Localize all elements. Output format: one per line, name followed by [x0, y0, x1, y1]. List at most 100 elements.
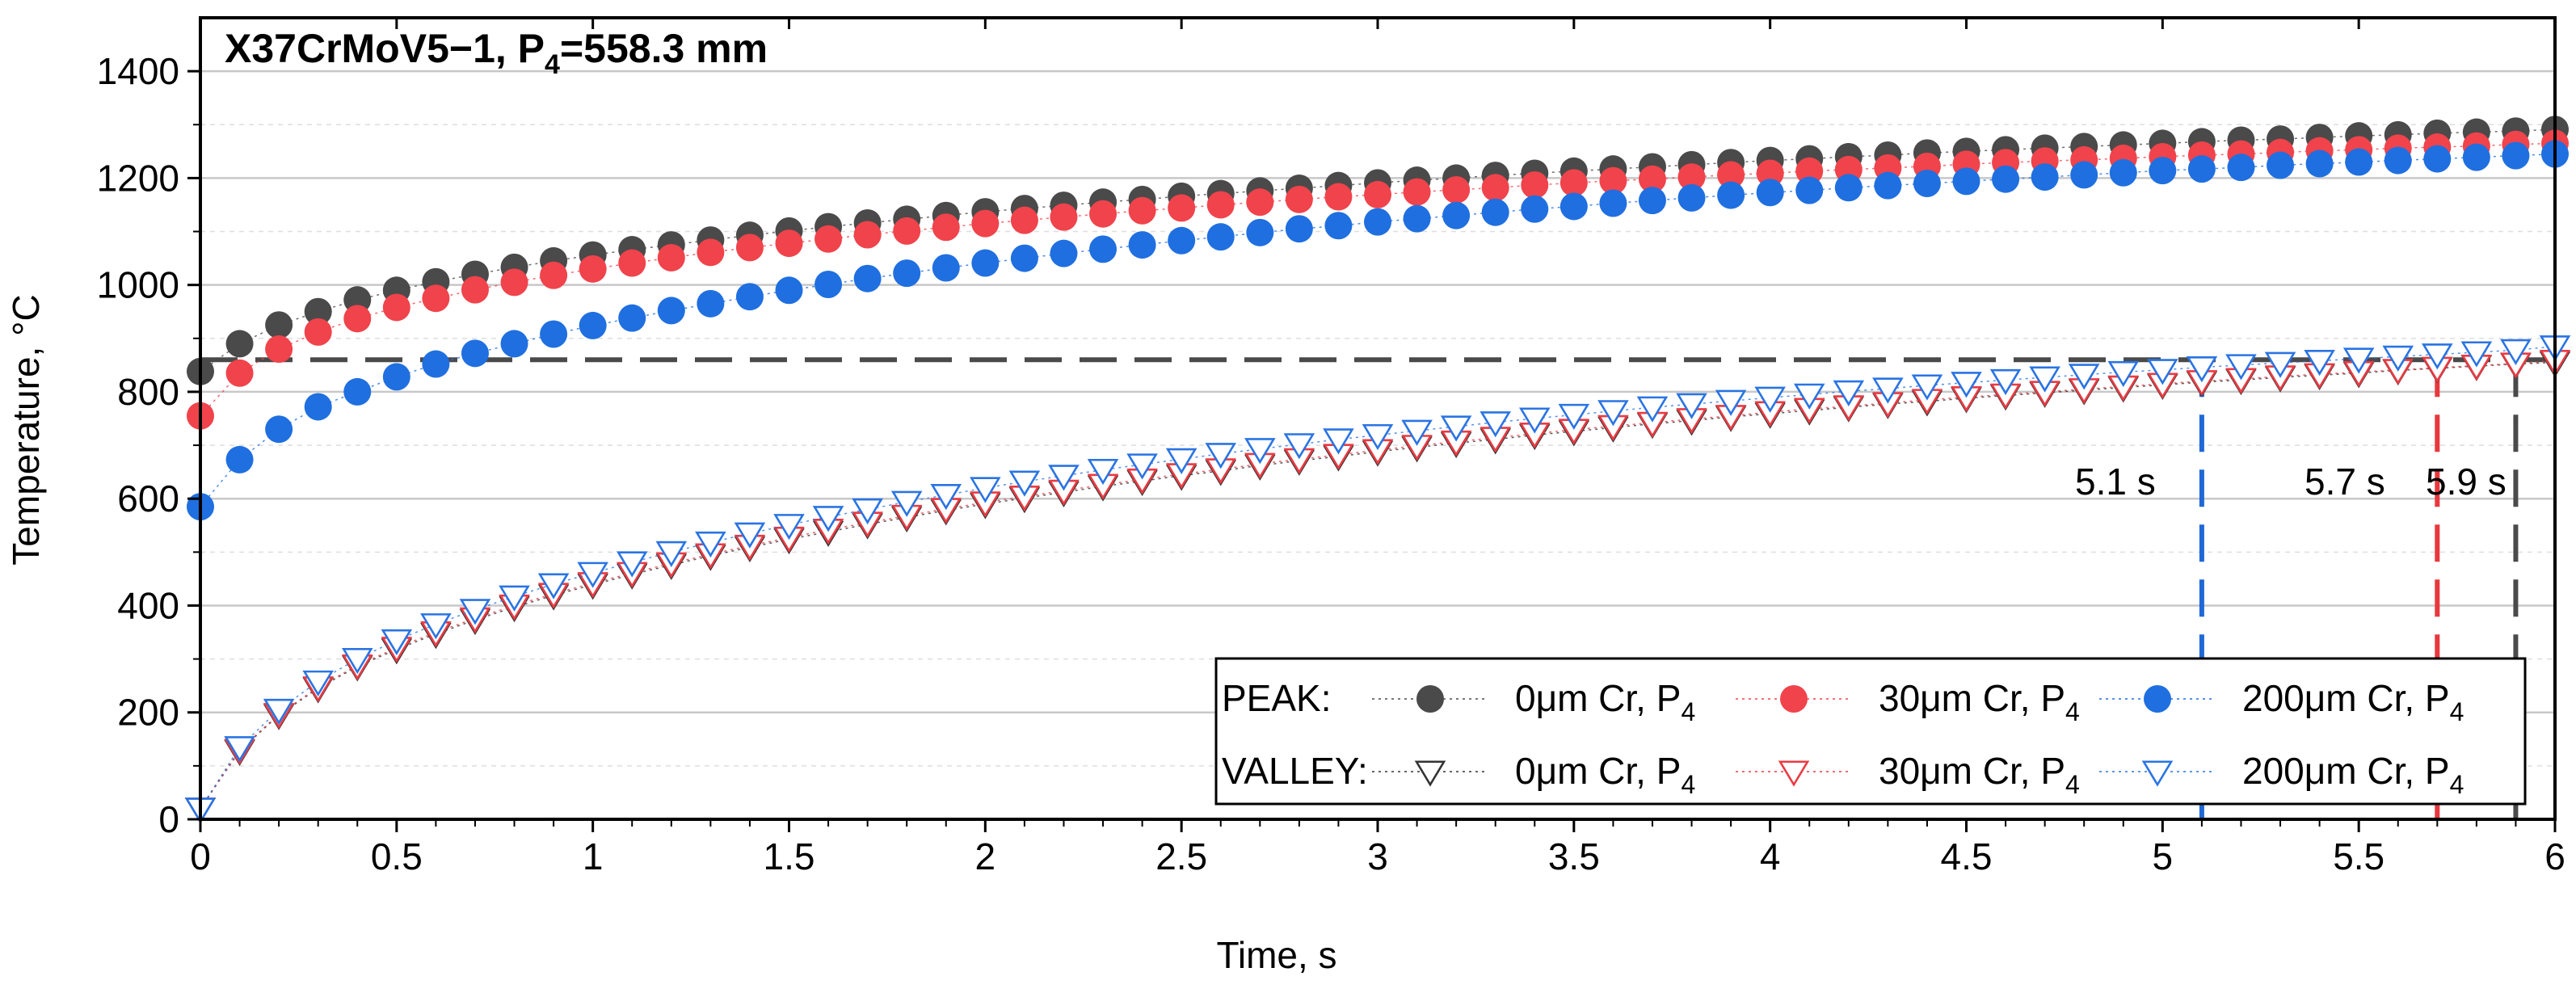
- data-point-s1-p1: [225, 359, 254, 387]
- y-tick-label-5: 1000: [97, 264, 179, 306]
- legend-valley-200um-label: 200μm Cr, P4: [2242, 750, 2464, 799]
- legend-markers: [1372, 685, 2216, 787]
- data-point-s5-p16: [812, 506, 844, 532]
- data-point-s2-p34: [1521, 195, 1549, 223]
- data-point-s2-p38: [1677, 183, 1706, 212]
- data-point-s5-p12: [655, 541, 688, 568]
- data-point-s5-p32: [1440, 415, 1472, 442]
- data-point-s5-p17: [852, 498, 883, 525]
- data-point-s5-p40: [1754, 386, 1786, 413]
- data-point-s5-p57: [2422, 343, 2453, 370]
- x-tick-label-6: 3: [1367, 835, 1388, 877]
- data-point-s5-p33: [1480, 411, 1511, 438]
- data-point-s2-p25: [1168, 226, 1196, 255]
- x-tick-label-11: 5.5: [2333, 835, 2384, 877]
- data-point-s5-p3: [302, 670, 334, 697]
- data-point-s1-p12: [657, 243, 685, 271]
- axes-layer: 0 0.5 1 1.5 2 2.5 3 3.5 4 4.5 5 5.5 6 0 200 400 600 800 10…: [97, 18, 2565, 877]
- data-point-s2-p27: [1246, 218, 1274, 246]
- data-point-s1-p37: [1638, 165, 1666, 193]
- legend-peak-200um-label: 200μm Cr, P4: [2242, 677, 2464, 726]
- data-point-s2-p33: [1481, 198, 1509, 226]
- x-tick-label-1: 0.5: [371, 835, 423, 877]
- data-point-s1-p27: [1246, 188, 1274, 217]
- series-1: [187, 129, 2569, 430]
- data-point-s5-p37: [1636, 396, 1669, 423]
- data-point-s2-p14: [735, 283, 764, 311]
- legend-peak-30um-label: 30μm Cr, P4: [1879, 677, 2080, 726]
- data-point-s1-p20: [971, 209, 1000, 238]
- data-point-s1-p11: [618, 249, 646, 277]
- data-point-s2-p36: [1599, 189, 1627, 217]
- data-point-s1-p18: [893, 217, 921, 245]
- data-point-s5-p53: [2264, 351, 2296, 378]
- data-point-s5-p50: [2147, 359, 2178, 385]
- data-point-s5-p23: [1087, 458, 1119, 486]
- data-point-s5-p31: [1401, 419, 1433, 446]
- data-point-s1-p17: [853, 221, 882, 249]
- data-point-s2-p3: [304, 393, 332, 421]
- data-point-s2-p42: [1834, 174, 1863, 202]
- legend-marker-0: [1416, 685, 1444, 713]
- data-point-s2-p4: [343, 377, 372, 406]
- data-point-s2-p15: [775, 276, 803, 305]
- data-point-s1-p4: [343, 305, 372, 333]
- annotation-label-5-9s: 5.9 s: [2426, 461, 2507, 503]
- data-point-s2-p13: [697, 289, 725, 318]
- data-point-s0-p2: [265, 311, 293, 339]
- data-point-s5-p38: [1676, 393, 1707, 419]
- data-point-s5-p10: [577, 562, 608, 588]
- legend-marker-5: [2141, 760, 2174, 787]
- data-point-s2-p39: [1717, 181, 1745, 209]
- legend-peak-label: PEAK:: [1222, 677, 1332, 719]
- data-point-s5-p54: [2304, 350, 2335, 377]
- data-point-s1-p39: [1717, 161, 1745, 189]
- data-point-s2-p21: [1010, 244, 1038, 272]
- y-tick-label-7: 1400: [97, 50, 179, 92]
- data-point-s0-p3: [304, 297, 332, 326]
- series-layer: [184, 116, 2571, 824]
- data-point-s2-p5: [382, 363, 410, 391]
- x-tick-label-8: 4: [1760, 835, 1781, 877]
- y-tick-label-4: 800: [117, 371, 179, 413]
- data-point-s2-p17: [853, 264, 882, 292]
- data-point-s2-p57: [2423, 145, 2452, 173]
- data-point-s5-p28: [1283, 433, 1315, 460]
- data-point-s1-p3: [304, 318, 332, 346]
- data-point-s1-p22: [1050, 203, 1078, 231]
- data-point-s1-p36: [1599, 166, 1627, 195]
- data-point-s5-p24: [1126, 453, 1158, 480]
- data-point-s2-p50: [2149, 157, 2177, 185]
- x-tick-label-3: 1.5: [764, 835, 815, 877]
- data-point-s1-p13: [697, 238, 725, 267]
- data-point-s2-p10: [579, 311, 607, 339]
- data-point-s5-p19: [930, 484, 962, 511]
- data-point-s2-p31: [1403, 204, 1431, 233]
- data-point-s5-p44: [1911, 374, 1943, 401]
- data-point-s1-p40: [1756, 159, 1784, 187]
- data-point-s5-p25: [1165, 448, 1198, 474]
- data-point-s5-p48: [2068, 364, 2100, 390]
- data-point-s5-p52: [2225, 354, 2257, 381]
- x-tick-label-10: 5: [2153, 835, 2174, 877]
- data-point-s1-p26: [1206, 191, 1235, 219]
- time-marker-layer: [2199, 360, 2519, 819]
- legend-peak-0um-label: 0μm Cr, P4: [1515, 677, 1695, 726]
- data-point-s5-p26: [1205, 443, 1237, 469]
- data-point-s5-p5: [381, 629, 413, 656]
- data-point-s2-p8: [500, 330, 528, 358]
- data-point-s2-p43: [1874, 171, 1902, 200]
- data-point-s5-p1: [224, 736, 255, 763]
- y-tick-label-3: 600: [117, 478, 179, 520]
- x-tick-label-7: 3.5: [1548, 835, 1600, 877]
- data-point-s2-p20: [971, 249, 1000, 277]
- data-point-s1-p10: [579, 255, 607, 283]
- data-point-s2-p52: [2227, 154, 2255, 182]
- data-point-s2-p7: [461, 339, 489, 368]
- data-point-s2-p47: [2031, 163, 2059, 191]
- data-point-s5-p43: [1872, 377, 1904, 404]
- data-point-s2-p55: [2345, 148, 2373, 176]
- legend-valley-30um-label: 30μm Cr, P4: [1879, 750, 2080, 799]
